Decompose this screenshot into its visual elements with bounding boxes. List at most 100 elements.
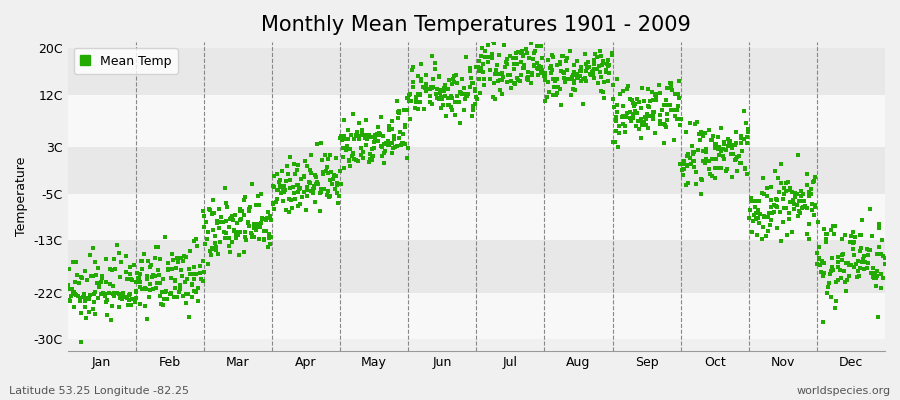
Point <box>377 141 392 148</box>
Point <box>740 140 754 147</box>
Point <box>363 156 377 162</box>
Point <box>310 179 324 185</box>
Point <box>66 290 80 296</box>
Point <box>812 256 826 262</box>
Point <box>155 289 169 295</box>
Point <box>424 84 438 90</box>
Point <box>104 302 119 309</box>
Point <box>375 153 390 160</box>
Point <box>734 133 748 139</box>
Point <box>86 245 101 252</box>
Point <box>254 190 268 197</box>
Point <box>72 280 86 286</box>
Point <box>392 109 406 116</box>
Point <box>635 84 650 91</box>
Point <box>429 86 444 92</box>
Point <box>103 266 117 272</box>
Point <box>209 244 223 250</box>
Point <box>705 137 719 144</box>
Point <box>514 48 528 55</box>
Point <box>621 83 635 89</box>
Point <box>547 83 562 90</box>
Point <box>346 136 361 142</box>
Point <box>182 266 196 272</box>
Point <box>605 50 619 56</box>
Point <box>770 204 785 210</box>
Point <box>333 133 347 140</box>
Point <box>238 194 252 200</box>
Point <box>124 276 139 282</box>
Point <box>584 69 598 76</box>
Point <box>835 236 850 242</box>
Point <box>783 185 797 191</box>
Point <box>433 86 447 93</box>
Point <box>493 87 508 93</box>
Point <box>185 271 200 278</box>
Point <box>378 140 392 146</box>
Point <box>459 54 473 60</box>
Point <box>152 293 166 299</box>
Point <box>554 102 569 108</box>
Point <box>489 96 503 102</box>
Point <box>122 264 137 270</box>
Point <box>182 314 196 320</box>
Point <box>753 211 768 218</box>
Point <box>712 144 726 150</box>
Point <box>500 60 515 67</box>
Point <box>686 151 700 158</box>
Point <box>323 152 338 158</box>
Point <box>358 142 373 148</box>
Point <box>80 277 94 284</box>
Point <box>867 275 881 281</box>
Point <box>717 139 732 145</box>
Point <box>264 217 278 223</box>
Point <box>707 141 722 147</box>
Point <box>143 287 157 293</box>
Point <box>677 165 691 172</box>
Point <box>716 156 731 162</box>
Point <box>554 61 568 68</box>
Point <box>123 302 138 308</box>
Point <box>79 315 94 322</box>
Point <box>749 209 763 216</box>
Point <box>601 62 616 68</box>
Point <box>668 91 682 97</box>
Point <box>251 192 266 199</box>
Point <box>225 239 239 246</box>
Point <box>371 124 385 130</box>
Point <box>125 277 140 284</box>
Point <box>266 183 281 189</box>
Point <box>649 97 663 103</box>
Point <box>507 80 521 86</box>
Point <box>99 299 113 306</box>
Point <box>745 198 760 204</box>
Point <box>143 264 157 270</box>
Point <box>449 93 464 99</box>
Point <box>390 143 404 150</box>
Point <box>578 74 592 81</box>
Point <box>868 283 883 289</box>
Point <box>432 74 446 80</box>
Point <box>64 293 78 299</box>
Point <box>191 298 205 304</box>
Point <box>538 74 553 80</box>
Point <box>453 120 467 126</box>
Point <box>459 91 473 98</box>
Point <box>760 185 774 191</box>
Point <box>537 98 552 104</box>
Point <box>392 110 407 116</box>
Point <box>232 252 247 258</box>
Point <box>127 262 141 268</box>
Point <box>471 64 485 71</box>
Point <box>306 185 320 192</box>
Point <box>418 88 433 94</box>
Point <box>529 64 544 71</box>
Point <box>475 45 490 51</box>
Point <box>663 107 678 114</box>
Point <box>694 128 708 135</box>
Point <box>583 72 598 79</box>
Point <box>740 171 754 178</box>
Point <box>581 64 596 70</box>
Point <box>573 78 588 84</box>
Point <box>91 295 105 301</box>
